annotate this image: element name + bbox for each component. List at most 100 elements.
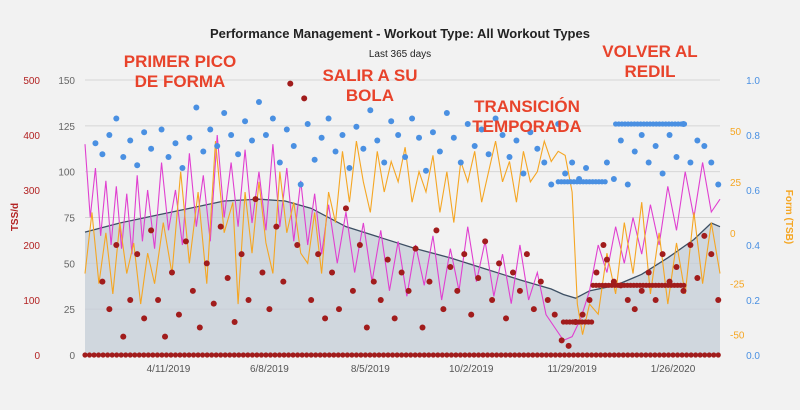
if-point xyxy=(583,165,590,171)
tss-point xyxy=(638,287,645,294)
tss-zero-point xyxy=(417,352,423,358)
tss-zero-point xyxy=(331,352,337,358)
if-point xyxy=(186,134,193,141)
if-point xyxy=(513,137,520,144)
tss-axis-tick: 0 xyxy=(34,351,40,362)
tss-zero-point xyxy=(507,352,513,358)
tss-point xyxy=(356,242,363,248)
tss-zero-point xyxy=(530,352,536,358)
tss-zero-point xyxy=(643,352,649,358)
tss-point xyxy=(673,264,680,270)
tss-zero-point xyxy=(602,352,608,358)
tss-zero-point xyxy=(145,352,151,358)
if-point xyxy=(113,115,120,122)
tss-point xyxy=(384,256,391,263)
left-inner-axis-tick: 125 xyxy=(58,122,75,133)
tss-zero-point xyxy=(489,352,495,358)
if-point xyxy=(416,134,423,141)
tss-point xyxy=(516,287,523,294)
tss-zero-point xyxy=(412,352,418,358)
right-outer-axis-tick: 0.0 xyxy=(746,351,760,362)
tss-point xyxy=(412,245,419,252)
tss-zero-point xyxy=(444,352,450,358)
if-point xyxy=(158,126,165,133)
tss-point xyxy=(565,342,572,349)
tss-zero-point xyxy=(688,352,694,358)
tss-zero-point xyxy=(82,352,88,358)
tss-zero-point xyxy=(552,352,559,358)
tss-zero-point xyxy=(679,352,685,358)
left-inner-axis-tick: 150 xyxy=(58,76,75,87)
if-point xyxy=(450,134,457,141)
right-outer-axis-tick: 0.6 xyxy=(746,186,760,197)
tss-zero-point xyxy=(304,352,310,358)
tss-zero-point xyxy=(638,352,644,358)
if-point xyxy=(200,148,207,155)
tss-point xyxy=(308,297,315,303)
tss-point xyxy=(266,306,273,313)
tss-zero-point xyxy=(665,352,672,358)
tss-point xyxy=(273,223,280,230)
tss-zero-point xyxy=(177,352,183,358)
tss-zero-point xyxy=(276,352,283,358)
tss-point xyxy=(537,278,544,285)
tss-point xyxy=(349,287,356,294)
tss-point xyxy=(203,260,210,267)
tss-zero-point xyxy=(471,352,477,358)
if-point xyxy=(127,137,134,144)
tss-zero-point xyxy=(706,352,712,358)
if-point xyxy=(228,132,235,138)
tss-point xyxy=(708,251,715,258)
fitness-area-fill xyxy=(85,199,720,355)
tss-zero-point xyxy=(616,352,622,358)
tss-point xyxy=(482,238,489,245)
tss-zero-point xyxy=(462,352,468,358)
if-point xyxy=(207,126,214,133)
tss-zero-point xyxy=(163,352,170,358)
right-outer-axis-tick: 0.8 xyxy=(746,131,760,142)
tss-zero-point xyxy=(697,352,703,358)
if-point xyxy=(492,115,499,122)
tss-point xyxy=(155,297,162,303)
data-points xyxy=(82,80,722,358)
form-line xyxy=(84,139,721,335)
tss-zero-point xyxy=(236,352,242,358)
tss-zero-point xyxy=(209,352,215,358)
tss-point xyxy=(182,238,189,245)
y-axis-title-left: TSS/d xyxy=(10,203,21,231)
tss-point xyxy=(363,324,370,331)
annotation-label: VOLVER AL xyxy=(602,42,697,61)
if-point xyxy=(409,115,416,122)
x-axis-tick: 10/2/2019 xyxy=(449,364,494,375)
tss-zero-point xyxy=(579,352,586,358)
tss-zero-point xyxy=(408,352,414,358)
if-point xyxy=(242,118,249,125)
tss-zero-point xyxy=(380,352,387,358)
tss-zero-point xyxy=(213,352,219,358)
if-point xyxy=(443,110,450,116)
tss-point xyxy=(631,306,638,313)
if-point xyxy=(429,129,436,136)
tss-zero-point xyxy=(683,352,690,358)
tss-point xyxy=(586,297,593,303)
tss-point xyxy=(336,306,342,313)
tss-zero-point xyxy=(272,352,278,358)
tss-zero-point xyxy=(172,352,179,358)
tss-point xyxy=(252,196,259,203)
tss-zero-point xyxy=(109,352,115,358)
tss-point xyxy=(715,297,722,303)
tss-zero-point xyxy=(457,352,464,358)
tss-point xyxy=(99,278,106,285)
tss-point xyxy=(141,315,148,322)
tss-zero-point xyxy=(453,352,459,358)
tss-point xyxy=(558,337,565,344)
tss-zero-point xyxy=(218,352,224,358)
tss-zero-point xyxy=(362,352,369,358)
if-point xyxy=(179,165,186,171)
tss-point xyxy=(447,264,454,270)
tss-point xyxy=(523,251,530,258)
left-inner-axis-tick: 25 xyxy=(64,305,76,316)
annotation-label: BOLA xyxy=(346,86,394,105)
if-point xyxy=(148,145,155,152)
tss-point xyxy=(370,278,377,285)
